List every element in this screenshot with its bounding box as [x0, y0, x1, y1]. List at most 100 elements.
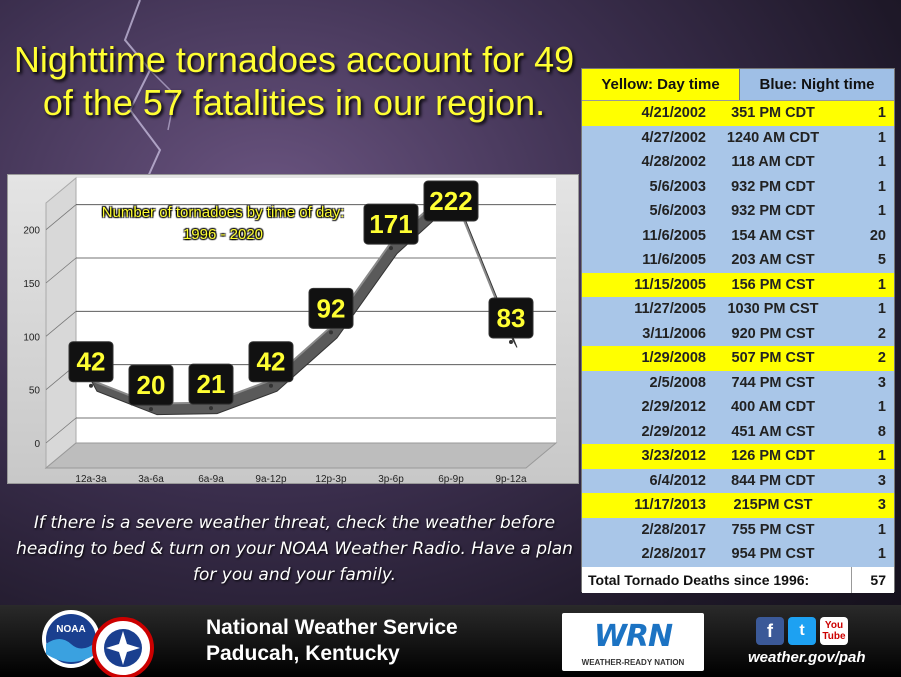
table-row: 11/17/2013 215PM CST 3	[582, 493, 894, 518]
youtube-icon-bottom: Tube	[822, 631, 846, 642]
row-date: 1/29/2008	[641, 350, 706, 367]
row-time: 920 PM CST	[731, 325, 815, 342]
data-point	[329, 330, 333, 335]
total-label: Total Tornado Deaths since 1996:	[582, 566, 852, 593]
data-label-box	[188, 363, 234, 405]
data-point	[209, 406, 213, 411]
weather-ready-nation-logo[interactable]: WRN WEATHER-READY NATION	[562, 613, 704, 671]
table-row: 11/6/2005 203 AM CST 5	[582, 248, 894, 273]
table-row: 4/28/2002 118 AM CDT 1	[582, 150, 894, 175]
table-row: 3/23/2012 126 PM CDT 1	[582, 444, 894, 469]
x-tick-label: 6p-9p	[438, 474, 464, 485]
row-date: 2/28/2017	[641, 521, 706, 538]
row-time: 126 PM CDT	[731, 448, 815, 465]
table-row: 4/27/2002 1240 AM CDT 1	[582, 125, 894, 150]
chart-subtitle-text: 1996 - 2020	[182, 226, 264, 243]
wrn-logo-text: WRN	[593, 619, 673, 654]
data-label: 92	[317, 293, 346, 323]
gridline-side	[45, 417, 77, 444]
data-label: 83	[497, 303, 526, 333]
row-deaths: 1	[877, 154, 886, 171]
table-row: 3/11/2006 920 PM CST 2	[582, 321, 894, 346]
table-row: 11/6/2005 154 AM CST 20	[582, 223, 894, 248]
row-time: 351 PM CDT	[731, 105, 815, 122]
data-point	[89, 383, 93, 388]
footer: NOAA National Weather Service Paducah, K…	[0, 605, 901, 677]
website-link[interactable]: weather.gov/pah	[748, 649, 866, 666]
data-label-box	[363, 203, 419, 245]
y-tick-label: 50	[29, 386, 41, 397]
row-time: 954 PM CST	[731, 546, 815, 563]
table-row: 2/29/2012 400 AM CDT 1	[582, 395, 894, 420]
office-name: National Weather Service Paducah, Kentuc…	[206, 615, 458, 667]
twitter-icon[interactable]: t	[788, 617, 816, 645]
row-date: 3/23/2012	[641, 448, 706, 465]
row-date: 5/6/2003	[649, 178, 706, 195]
row-deaths: 5	[877, 252, 886, 269]
fatality-table: Yellow: Day time Blue: Night time 4/21/2…	[581, 68, 895, 593]
table-row: 2/29/2012 451 AM CST 8	[582, 419, 894, 444]
row-time: 215PM CST	[733, 497, 813, 514]
row-date: 11/6/2005	[642, 252, 706, 269]
row-time: 451 AM CST	[731, 423, 815, 440]
row-time: 1240 AM CDT	[726, 129, 820, 146]
row-date: 11/17/2013	[634, 497, 706, 514]
row-deaths: 20	[869, 227, 886, 244]
office-line1: National Weather Service	[206, 616, 458, 639]
row-deaths: 1	[877, 546, 886, 563]
headline: Nighttime tornadoes account for 49 of th…	[13, 39, 575, 123]
data-point	[509, 339, 513, 344]
social-links: f t You Tube	[756, 617, 848, 645]
row-deaths: 1	[877, 276, 886, 293]
table-row: 6/4/2012 844 PM CDT 3	[582, 468, 894, 493]
legend-night: Blue: Night time	[740, 69, 894, 100]
gridline-side	[45, 311, 77, 337]
table-row: 5/6/2003 932 PM CDT 1	[582, 199, 894, 224]
row-date: 11/15/2005	[634, 276, 706, 293]
data-label-box	[423, 180, 479, 222]
office-line2: Paducah, Kentucky	[206, 642, 400, 665]
row-deaths: 1	[877, 203, 886, 220]
gridline-side	[45, 204, 77, 230]
x-tick-label: 3p-6p	[378, 474, 404, 485]
row-date: 11/6/2005	[642, 227, 706, 244]
total-row: Total Tornado Deaths since 1996: 57	[582, 566, 894, 593]
youtube-icon-top: You	[824, 620, 844, 631]
data-label-box	[68, 341, 114, 383]
y-tick-label: 200	[23, 226, 40, 237]
table-row: 1/29/2008 507 PM CST 2	[582, 346, 894, 371]
wrn-logo-subtitle: WEATHER-READY NATION	[581, 658, 685, 667]
youtube-icon[interactable]: You Tube	[820, 617, 848, 645]
row-time: 203 AM CST	[731, 252, 815, 269]
y-tick-label: 0	[34, 439, 40, 450]
row-time: 118 AM CDT	[731, 154, 815, 171]
row-time: 844 PM CDT	[731, 472, 815, 489]
row-date: 2/28/2017	[641, 546, 706, 563]
row-deaths: 3	[877, 497, 886, 514]
threat-message: If there is a severe weather threat, che…	[16, 513, 573, 585]
data-label-box	[128, 364, 174, 406]
table-row: 11/27/2005 1030 PM CST 1	[582, 297, 894, 322]
data-label: 42	[77, 347, 106, 377]
data-point	[389, 246, 393, 251]
data-label: 42	[257, 347, 286, 377]
plot-floor	[44, 442, 558, 469]
table-row: 4/21/2002 351 PM CDT 1	[582, 101, 894, 126]
x-tick-label: 12a-3a	[75, 474, 107, 485]
table-row: 2/5/2008 744 PM CST 3	[582, 370, 894, 395]
y-tick-label: 100	[23, 332, 40, 343]
row-deaths: 8	[877, 423, 886, 440]
data-label: 21	[197, 369, 226, 399]
table-row: 2/28/2017 954 PM CST 1	[582, 542, 894, 567]
row-deaths: 1	[877, 129, 886, 146]
row-deaths: 3	[877, 374, 886, 391]
row-deaths: 1	[877, 105, 886, 122]
table-row: 2/28/2017 755 PM CST 1	[582, 517, 894, 542]
row-date: 4/27/2002	[641, 129, 706, 146]
x-tick-label: 6a-9a	[198, 474, 224, 485]
facebook-icon[interactable]: f	[756, 617, 784, 645]
row-time: 507 PM CST	[731, 350, 815, 367]
gridline-side	[45, 257, 77, 284]
row-date: 3/11/2006	[642, 325, 706, 342]
data-label-box	[248, 341, 294, 383]
